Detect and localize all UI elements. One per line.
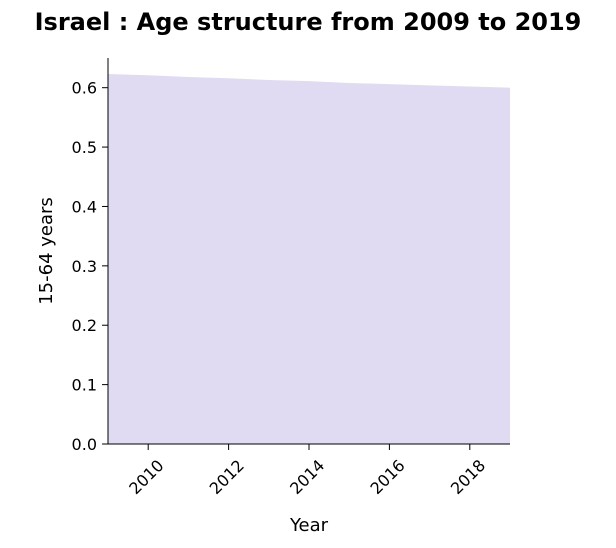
chart-title: Israel : Age structure from 2009 to 2019 xyxy=(35,8,582,36)
x-tick-label: 2010 xyxy=(125,456,167,498)
x-tick-label: 2018 xyxy=(447,456,489,498)
plot-area xyxy=(108,74,510,444)
y-tick-label: 0.2 xyxy=(72,316,97,335)
y-tick-label: 0.0 xyxy=(72,435,97,454)
x-tick-label: 2016 xyxy=(366,456,408,498)
x-axis-title: Year xyxy=(289,515,329,536)
x-axis-ticks: 2010 2012 2014 2016 2018 xyxy=(125,444,489,498)
y-tick-label: 0.3 xyxy=(72,257,97,276)
y-tick-label: 0.6 xyxy=(72,79,97,98)
y-tick-label: 0.1 xyxy=(72,376,97,395)
y-tick-label: 0.5 xyxy=(72,138,97,157)
y-tick-label: 0.4 xyxy=(72,197,97,216)
y-axis-ticks: 0.0 0.1 0.2 0.3 0.4 0.5 0.6 xyxy=(72,79,108,454)
y-axis-title: 15-64 years xyxy=(36,197,57,305)
x-tick-label: 2014 xyxy=(286,456,328,498)
area-series-0 xyxy=(108,74,510,444)
x-tick-label: 2012 xyxy=(206,456,248,498)
